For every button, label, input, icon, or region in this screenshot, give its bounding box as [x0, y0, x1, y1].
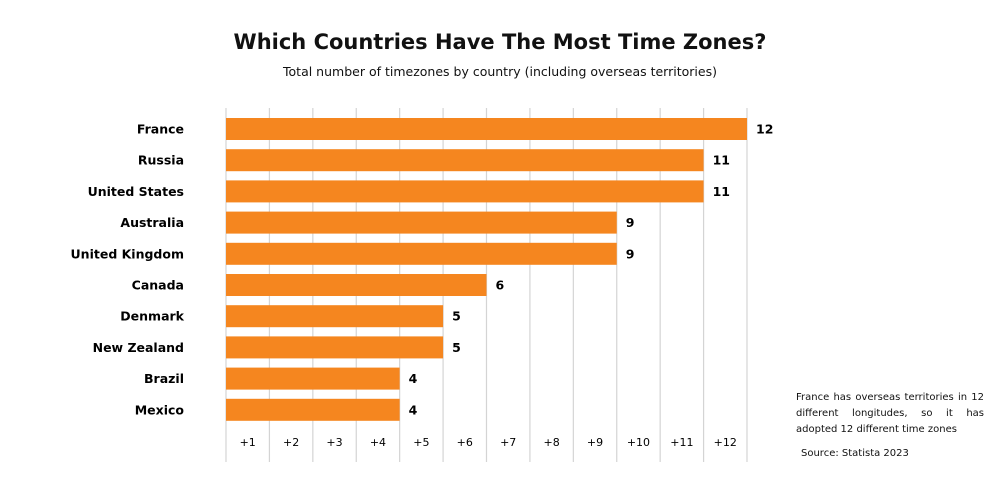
data-label: 6	[496, 278, 505, 293]
category-label: United States	[88, 184, 184, 199]
x-tick-label: +11	[670, 436, 693, 449]
data-label: 11	[713, 184, 730, 199]
data-label: 9	[626, 246, 635, 261]
bar	[226, 305, 444, 328]
x-tick-label: +4	[370, 436, 386, 449]
bar	[226, 211, 617, 234]
bar	[226, 398, 400, 421]
x-tick-label: +3	[326, 436, 342, 449]
category-label: France	[137, 122, 184, 137]
category-label: Canada	[132, 278, 184, 293]
data-label: 9	[626, 215, 635, 230]
category-label: Mexico	[135, 402, 185, 417]
category-label: Australia	[120, 215, 184, 230]
x-tick-label: +7	[500, 436, 516, 449]
data-label: 4	[409, 402, 418, 417]
category-label: Denmark	[120, 309, 184, 324]
category-label: Russia	[138, 153, 184, 168]
category-label: Brazil	[144, 371, 184, 386]
category-label: United Kingdom	[71, 246, 184, 261]
bar	[226, 180, 704, 203]
data-label: 12	[756, 122, 773, 137]
category-label: New Zealand	[93, 340, 184, 355]
x-tick-label: +6	[457, 436, 473, 449]
chart-title: Which Countries Have The Most Time Zones…	[233, 30, 767, 54]
data-label: 5	[452, 309, 461, 324]
bar	[226, 274, 487, 296]
data-label: 4	[409, 371, 418, 386]
x-tick-label: +1	[240, 436, 256, 449]
x-tick-label: +8	[544, 436, 560, 449]
bar	[226, 149, 704, 172]
x-tick-label: +10	[627, 436, 650, 449]
bar	[226, 367, 400, 390]
x-tick-label: +5	[413, 436, 429, 449]
x-tick-label: +2	[283, 436, 299, 449]
bar	[226, 242, 617, 265]
annotation-note: France has overseas territories in 12 di…	[796, 392, 984, 435]
source-label: Source: Statista 2023	[801, 448, 909, 459]
chart-subtitle: Total number of timezones by country (in…	[283, 64, 717, 79]
data-label: 5	[452, 340, 461, 355]
data-label: 11	[713, 153, 730, 168]
bar	[226, 118, 747, 140]
x-tick-label: +12	[714, 436, 737, 449]
x-tick-label: +9	[587, 436, 603, 449]
bar	[226, 336, 444, 359]
